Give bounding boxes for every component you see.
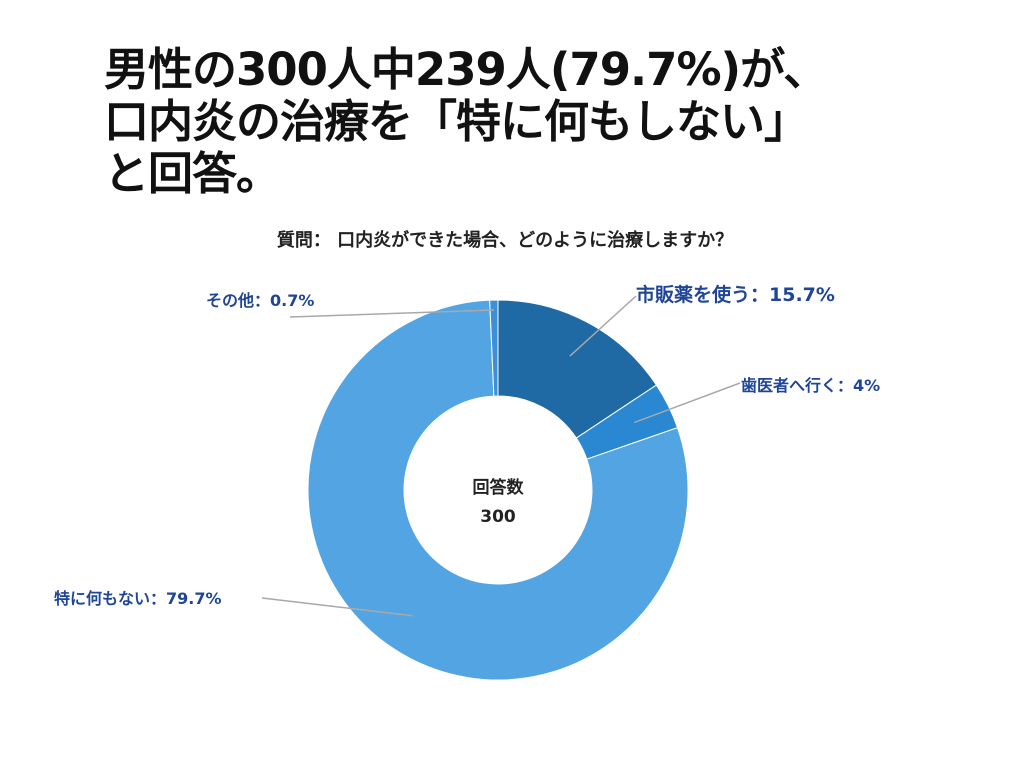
slice-label: 市販薬を使う：15.7% (636, 283, 835, 306)
leader-line (633, 382, 741, 424)
headline-line-1: 男性の300人中239人(79.7%)が、 (104, 43, 828, 96)
leader-line (289, 309, 495, 318)
leader-line (261, 597, 413, 617)
leader-line (569, 295, 637, 357)
center-value: 300 (480, 507, 516, 527)
slice-other (489, 299, 499, 397)
slice-label: 特に何もない：79.7% (54, 589, 222, 608)
slice-nothing (307, 299, 689, 681)
slice-label: 歯医者へ行く：4% (741, 376, 880, 395)
headline-line-2: 口内炎の治療を「特に何もしない」 (104, 95, 809, 148)
center-label: 回答数 (473, 477, 525, 498)
headline: 男性の300人中239人(79.7%)が、 口内炎の治療を「特に何もしない」 と… (104, 44, 984, 200)
headline-line-3: と回答。 (104, 147, 281, 200)
slice-otc-medicine (497, 299, 658, 439)
chart-title: 質問： 口内炎ができた場合、どのように治療しますか？ (276, 230, 734, 251)
slice-label: その他：0.7% (206, 291, 314, 310)
